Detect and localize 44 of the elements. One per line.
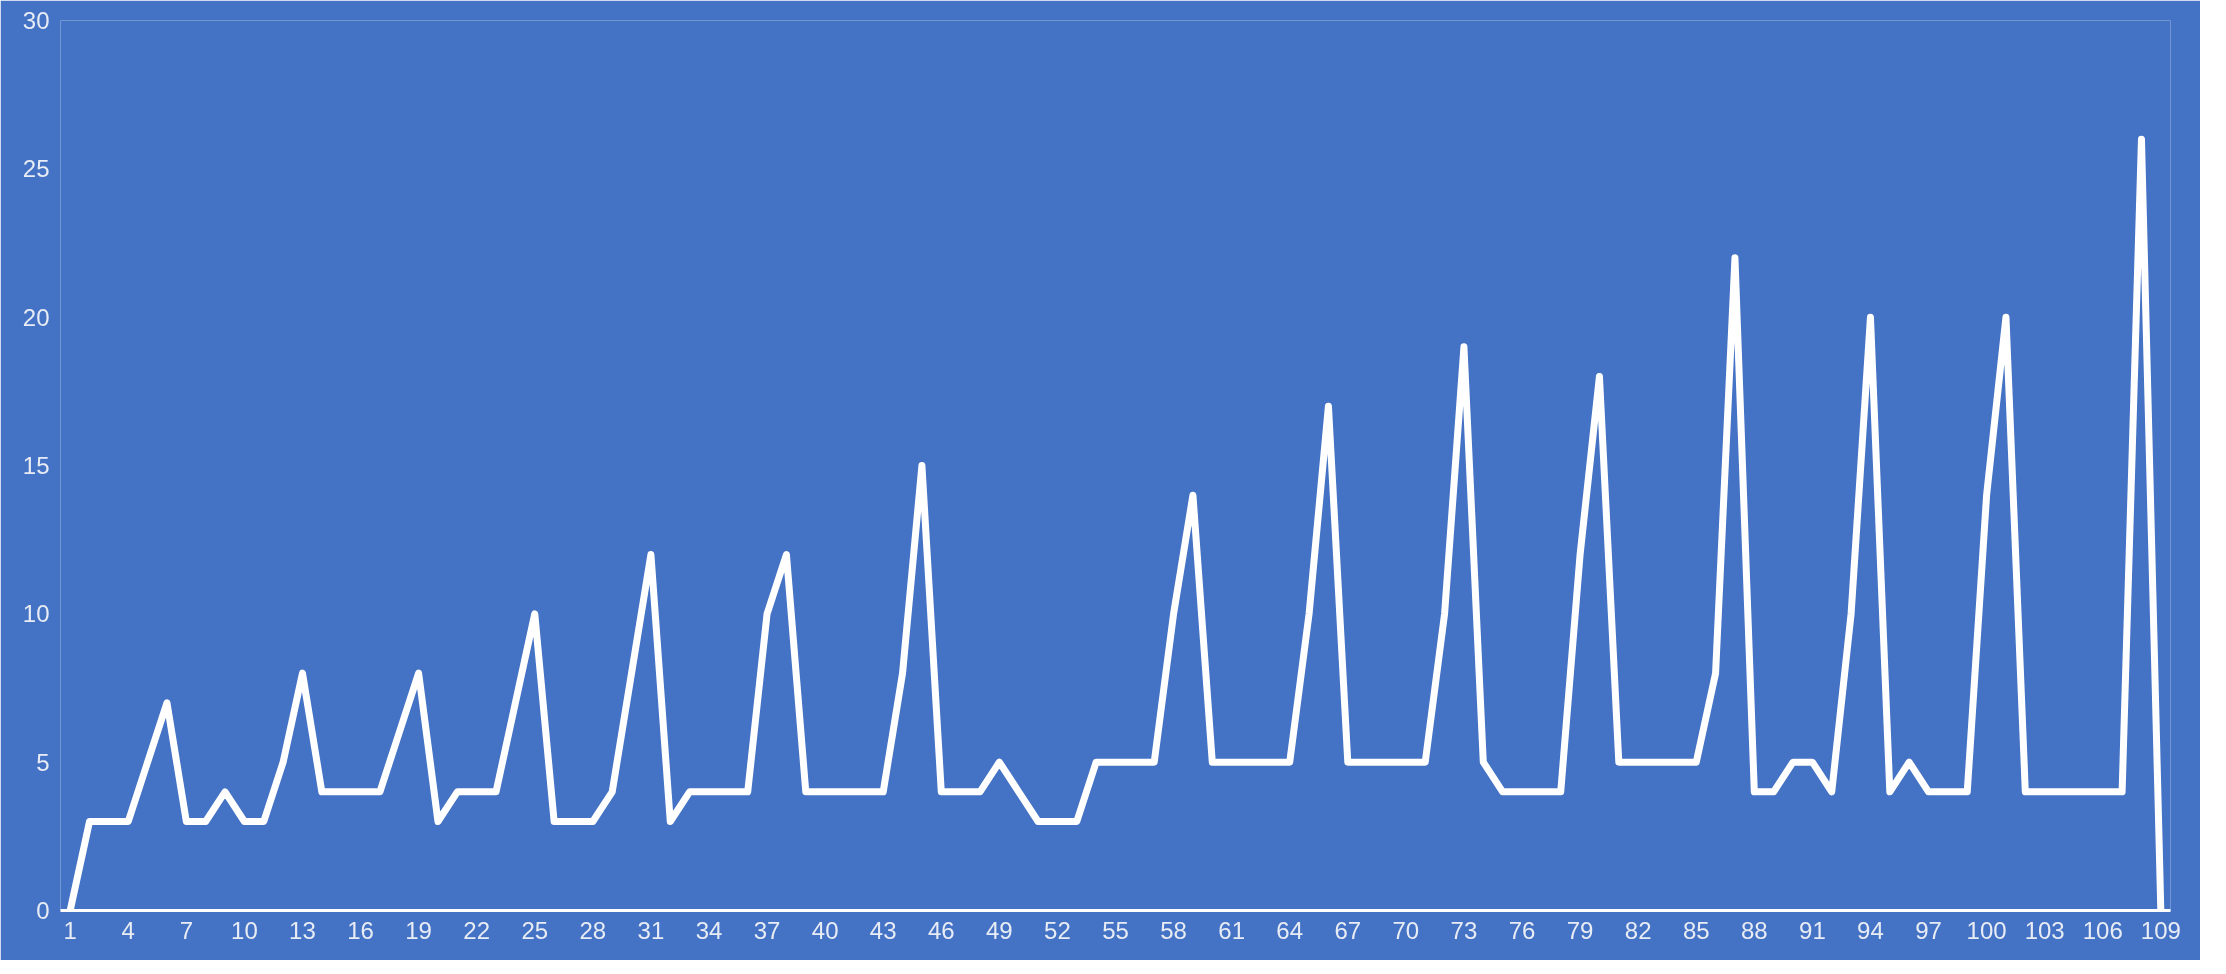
x-tick-label: 22	[463, 916, 491, 944]
x-tick-label: 28	[579, 916, 607, 944]
x-tick-label: 25	[521, 916, 549, 944]
x-tick-label: 40	[811, 916, 839, 944]
y-tick-label: 20	[22, 303, 50, 331]
y-tick-label: 30	[22, 7, 50, 34]
x-tick-label: 49	[986, 916, 1013, 944]
x-tick-label: 94	[1857, 916, 1884, 944]
x-tick-label: 61	[1218, 916, 1245, 944]
x-tick-label: 34	[695, 916, 723, 944]
y-tick-label: 5	[36, 748, 50, 776]
x-tick-label: 70	[1392, 916, 1420, 944]
x-tick-label: 37	[753, 916, 781, 944]
x-tick-label: 85	[1682, 916, 1710, 944]
x-tick-label: 58	[1160, 916, 1187, 944]
x-tick-label: 79	[1566, 916, 1594, 944]
x-tick-label: 10	[231, 916, 258, 944]
x-tick-label: 1	[63, 916, 77, 944]
x-tick-label: 31	[637, 916, 665, 944]
x-tick-label: 76	[1508, 916, 1536, 944]
x-tick-label: 100	[1966, 916, 2007, 944]
y-tick-label: 10	[22, 600, 50, 628]
x-tick-label: 55	[1102, 916, 1129, 944]
x-tick-label: 103	[2024, 916, 2065, 944]
x-tick-label: 91	[1799, 916, 1826, 944]
y-tick-label: 0	[36, 897, 50, 924]
x-tick-label: 13	[289, 916, 316, 944]
x-tick-label: 73	[1450, 916, 1478, 944]
x-tick-label: 19	[405, 916, 432, 944]
x-tick-label: 82	[1624, 916, 1652, 944]
y-tick-label: 15	[22, 452, 50, 479]
x-tick-label: 106	[2082, 916, 2123, 944]
x-tick-label: 43	[869, 916, 897, 944]
x-tick-label: 52	[1044, 916, 1071, 944]
y-tick-label: 25	[22, 155, 50, 183]
x-tick-label: 97	[1915, 916, 1942, 944]
x-tick-label: 4	[121, 916, 135, 944]
x-tick-label: 16	[347, 916, 374, 944]
x-tick-label: 67	[1334, 916, 1362, 944]
x-tick-label: 64	[1276, 916, 1304, 944]
x-tick-label: 46	[927, 916, 955, 944]
x-tick-label: 109	[2140, 916, 2181, 944]
x-tick-label: 7	[179, 916, 194, 944]
x-tick-label: 88	[1740, 916, 1768, 944]
